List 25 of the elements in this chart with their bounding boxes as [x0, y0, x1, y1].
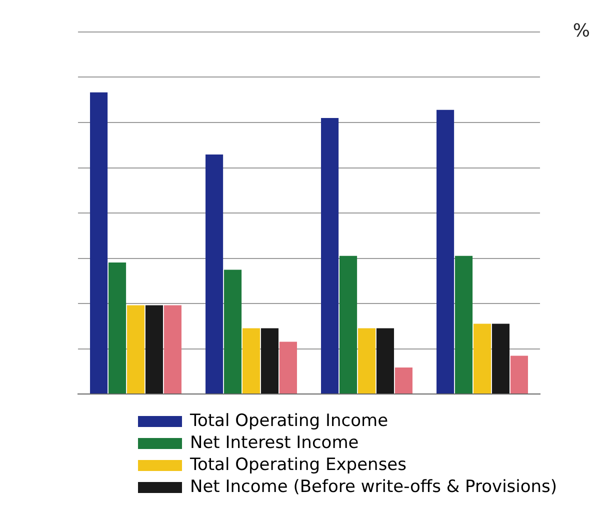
legend-label: Net Interest Income — [190, 433, 359, 453]
legend-label: Net Income (Before write-offs & Provisions) — [190, 477, 558, 497]
bar — [394, 367, 412, 394]
bar — [510, 356, 528, 394]
bar — [164, 305, 182, 394]
bar — [473, 324, 492, 394]
legend-label: Total Operating Expenses — [190, 455, 407, 475]
bar — [145, 305, 164, 394]
bar — [454, 256, 473, 394]
text: % — [572, 20, 590, 42]
bar — [90, 92, 108, 394]
bar — [126, 305, 145, 394]
bar — [492, 324, 510, 394]
bar — [376, 328, 394, 394]
bar — [242, 328, 260, 394]
bar — [260, 328, 279, 394]
bar — [436, 110, 454, 394]
bar — [206, 154, 224, 394]
bar — [279, 342, 297, 394]
bar — [321, 118, 339, 394]
legend-label: Total Operating Income — [190, 411, 388, 431]
bar — [224, 270, 242, 394]
bar — [339, 256, 358, 394]
bar — [108, 262, 126, 394]
bar — [358, 328, 376, 394]
